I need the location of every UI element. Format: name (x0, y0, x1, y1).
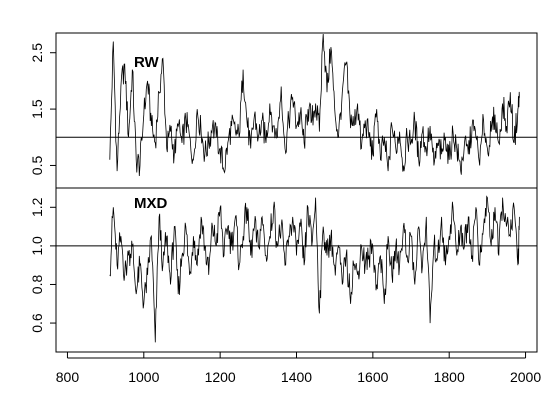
x-tick-label: 1400 (281, 369, 312, 385)
shared-x-axis: 800 1000 1200 1400 1600 1800 2000 (56, 352, 541, 385)
rw-panel-label: RW (134, 54, 160, 71)
mxd-plot-frame (55, 187, 538, 353)
x-tick-label: 2000 (510, 369, 541, 385)
mxd-y-tick-label: 1.2 (29, 197, 45, 217)
rw-y-tick-label: 1.5 (29, 99, 45, 119)
mxd-series-line (109, 195, 520, 343)
mxd-panel-label: MXD (134, 195, 168, 212)
rw-y-tick-label: 0.5 (29, 156, 45, 176)
mxd-panel: 0.6 0.8 1.0 1.2 800 1000 1200 1400 1600 1800 2000… (29, 187, 541, 385)
mxd-y-axis: 0.6 0.8 1.0 1.2 (29, 197, 56, 333)
rw-y-axis: 0.5 1.5 2.5 (29, 43, 56, 175)
x-tick-label: 1200 (205, 369, 236, 385)
mxd-y-tick-label: 0.6 (29, 313, 45, 333)
rw-plot-frame (55, 32, 538, 189)
rw-series-line (109, 33, 520, 177)
x-tick-label: 1800 (434, 369, 465, 385)
mxd-y-tick-label: 0.8 (29, 275, 45, 295)
rw-y-tick-label: 2.5 (29, 43, 45, 63)
x-tick-label: 1000 (128, 369, 159, 385)
mxd-y-tick-label: 1.0 (29, 236, 45, 256)
x-tick-label: 800 (56, 369, 80, 385)
rw-panel: 0.5 1.5 2.5 RW (29, 32, 538, 189)
x-tick-label: 1600 (357, 369, 388, 385)
